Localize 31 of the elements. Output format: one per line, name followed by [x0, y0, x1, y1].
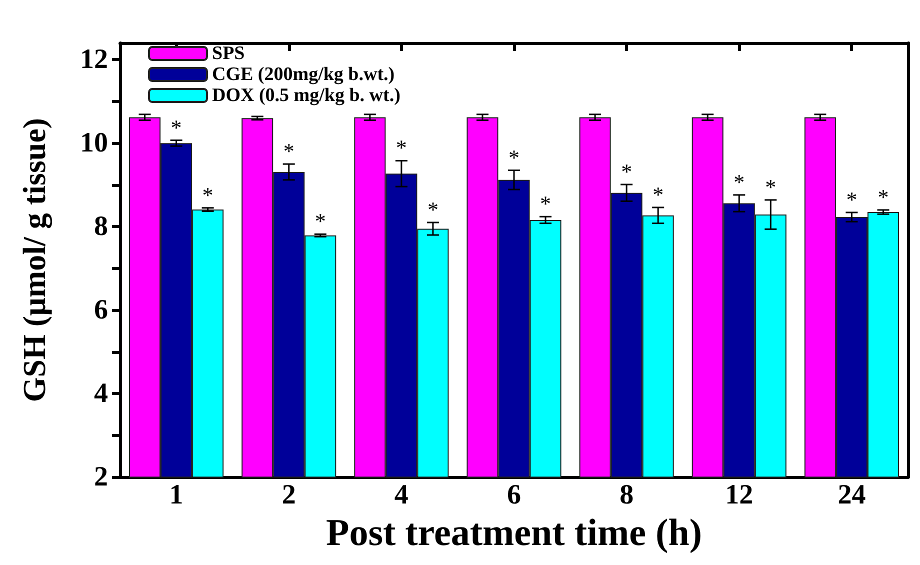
data-label: * [734, 169, 745, 194]
data-label: * [202, 182, 214, 208]
x-tick-label: 24 [838, 480, 866, 511]
data-label: * [508, 144, 520, 170]
y-tick-label: 8 [94, 211, 108, 242]
data-label: * [396, 135, 407, 160]
data-label: * [427, 196, 438, 222]
data-label: * [314, 208, 326, 234]
data-label: * [540, 191, 552, 216]
x-axis-title: Post treatment time (h) [326, 512, 702, 554]
data-label: * [283, 138, 294, 164]
x-tick-label: 1 [169, 480, 184, 511]
x-tick-label: 8 [620, 480, 634, 511]
x-tick-label: 2 [282, 480, 296, 511]
y-axis-title: GSH (µmol/ g tissue) [16, 118, 53, 402]
legend-label: SPS [212, 43, 245, 64]
data-label: * [652, 182, 664, 207]
data-label: * [621, 159, 632, 184]
y-tick-label: 4 [94, 378, 108, 410]
x-tick-label: 12 [725, 480, 754, 511]
x-tick-label: 4 [394, 480, 408, 511]
y-tick-label: 6 [94, 294, 108, 326]
data-label: * [878, 184, 889, 210]
legend-label: DOX (0.5 mg/kg b. wt.) [212, 85, 400, 106]
data-label: * [170, 114, 182, 140]
data-label: * [846, 186, 858, 212]
legend-label: CGE (200mg/kg b.wt.) [212, 64, 395, 85]
data-label: * [765, 174, 776, 200]
y-tick-label: 12 [80, 44, 108, 76]
x-tick-label: 6 [507, 480, 521, 511]
y-tick-label: 10 [80, 128, 108, 159]
